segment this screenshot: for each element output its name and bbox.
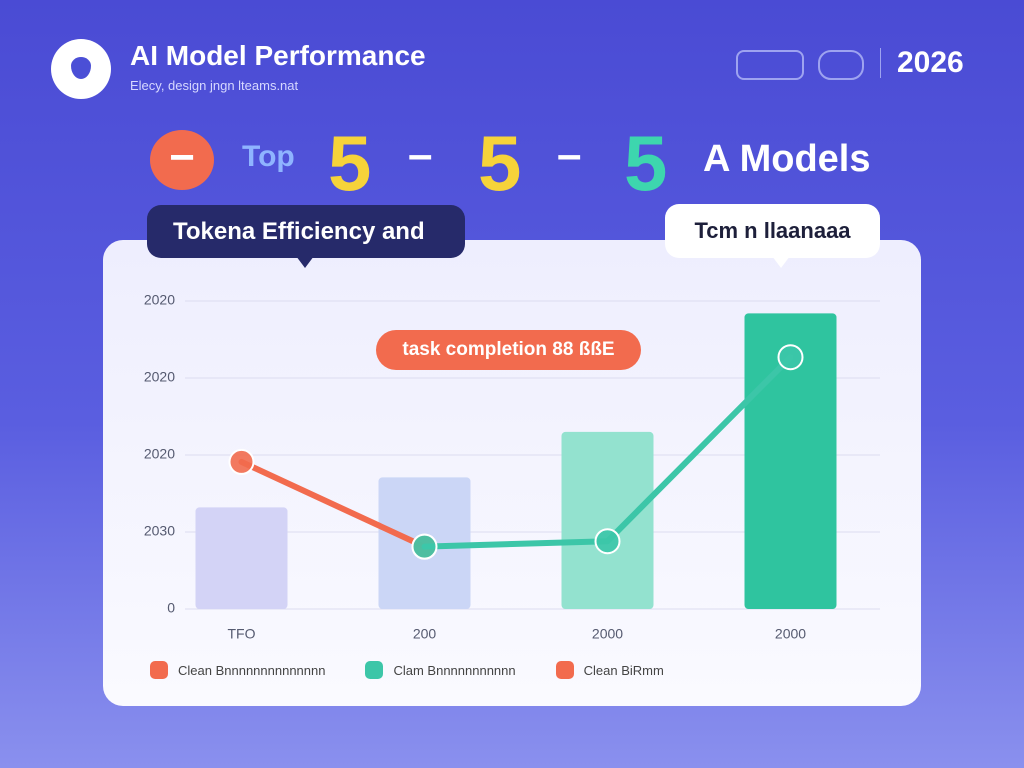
y-tick-label: 0 [167,600,175,616]
callout: task completion 88 ßßE [376,330,641,370]
legend-swatch [365,661,384,679]
legend-swatch [555,661,574,679]
x-tick-label: 200 [413,626,437,642]
callout: Tcm n llaanaaa [665,204,880,258]
line-point [777,344,804,371]
headline-number: 5 [328,119,372,207]
icon-button[interactable] [818,50,864,80]
legend-item: Clean BiRmm [555,658,664,682]
separator: – [408,130,433,179]
legend-item: Clean Bnnnnnnnnnnnnnn [150,658,325,682]
logo [51,39,111,99]
year: 2026 [897,46,964,79]
y-tick-label: 2020 [144,292,175,308]
legend-label: Clam Bnnnnnnnnnnn [393,662,516,678]
icon-button[interactable] [736,50,804,80]
x-tick-label: 2000 [775,626,806,642]
legend-item: Clam Bnnnnnnnnnnn [365,658,516,682]
bar [744,313,837,609]
line-point [594,528,621,555]
callout: Tokena Efficiency and [147,205,465,258]
line-point [411,533,438,560]
divider [880,48,881,78]
line-point [228,448,255,475]
headline-number: 5 [624,119,668,207]
bar [561,431,654,609]
legend: Clean Bnnnnnnnnnnnnnn Clam Bnnnnnnnnnnn Cl… [150,658,850,682]
bar [195,507,288,609]
y-tick-label: 2030 [144,523,175,539]
callout-tail [296,256,314,268]
badge: − [150,130,214,190]
y-tick-label: 2020 [144,446,175,462]
separator: – [557,130,582,179]
legend-swatch [150,661,168,679]
y-tick-label: 2020 [144,369,175,385]
line [238,458,428,550]
x-tick-label: TFO [228,626,256,642]
callout-tail [772,256,790,268]
headline-suffix: A Models [703,138,871,180]
legend-label: Clean Bnnnnnnnnnnnnnn [178,662,326,678]
subtitle: Elecy, design jngn lteams.nat [130,78,299,93]
headline-prefix: Top [242,140,295,173]
headline-number: 5 [478,119,522,207]
x-tick-label: 2000 [592,626,623,642]
legend-label: Clean BiRmm [583,662,664,678]
title: AI Model Performance [130,40,426,71]
